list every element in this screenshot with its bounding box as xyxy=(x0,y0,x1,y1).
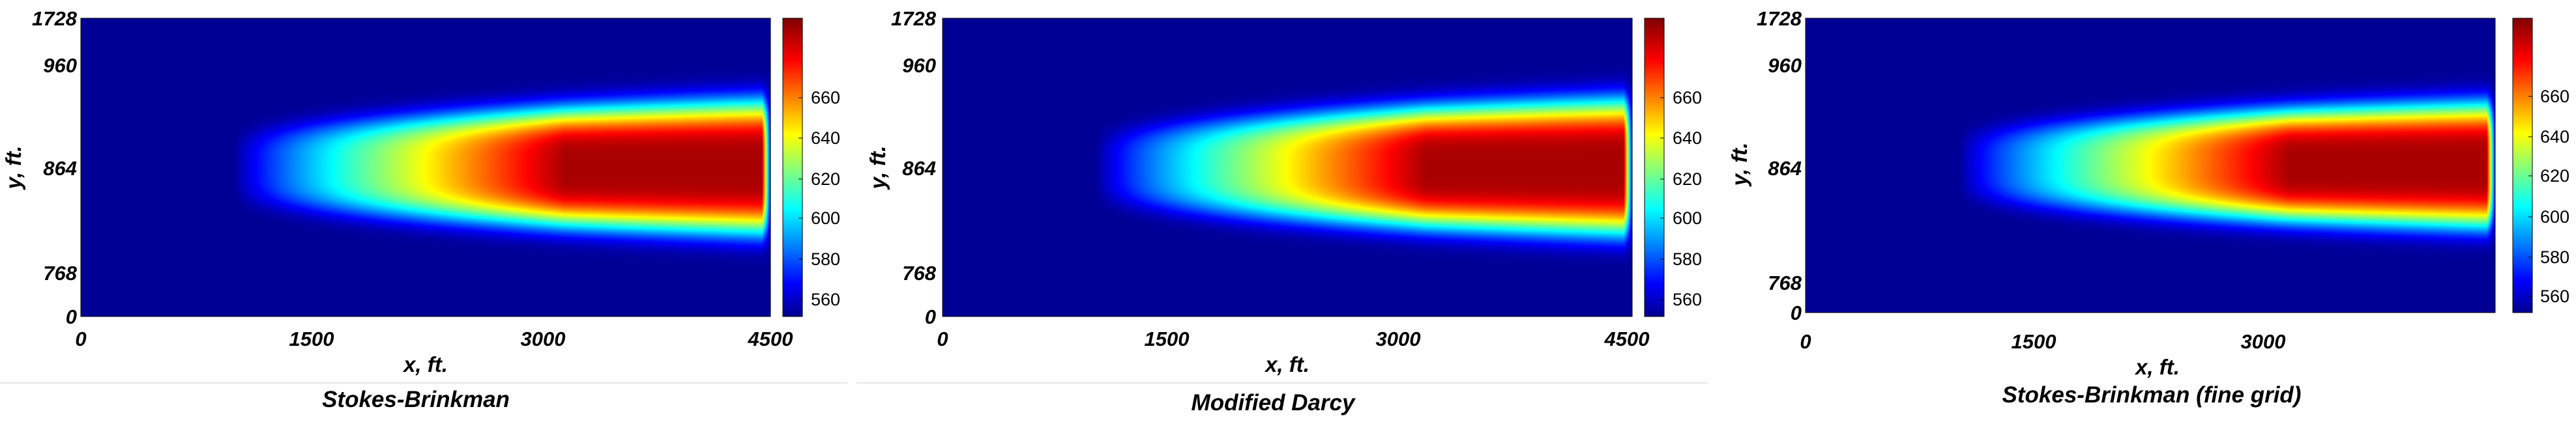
x-tick-label: 1500 xyxy=(2012,330,2056,353)
colorbar-ticks: 560 580 600 620 640 660 xyxy=(1660,88,1702,309)
y-tick-label: 0 xyxy=(66,305,77,328)
colorbar-tick-label: 620 xyxy=(2540,166,2569,186)
colorbar-tick-label: 580 xyxy=(2540,247,2569,267)
x-tick-label: 3000 xyxy=(1376,328,1421,350)
panel-stokes-brinkman-fine-grid: 560 580 600 620 640 660 1728 960 864 768 0 0 1500 3… xyxy=(1727,7,2569,408)
y-tick-label: 0 xyxy=(925,305,936,328)
colorbar-tick-label: 580 xyxy=(1673,249,1702,269)
x-tick-label: 1500 xyxy=(1145,328,1190,350)
y-tick-label: 768 xyxy=(43,262,77,285)
colorbar xyxy=(1644,18,1665,317)
x-axis-label: x, ft. xyxy=(402,352,448,376)
x-axis-label: x, ft. xyxy=(2134,355,2180,379)
x-tick-label: 3000 xyxy=(521,328,566,350)
colorbar-tick-label: 580 xyxy=(811,249,840,269)
colorbar-tick-label: 640 xyxy=(2540,127,2569,147)
y-tick-label: 1728 xyxy=(891,7,937,30)
x-tick-label: 0 xyxy=(1800,330,1811,353)
colorbar-tick-label: 620 xyxy=(811,169,840,189)
colorbar xyxy=(2512,18,2533,313)
panel-caption: Modified Darcy xyxy=(1192,390,1356,415)
y-ticks: 1728 960 864 768 0 xyxy=(891,7,937,328)
colorbar-tick-label: 620 xyxy=(1673,169,1702,189)
panel-caption: Stokes-Brinkman (fine grid) xyxy=(2002,382,2302,408)
y-tick-label: 960 xyxy=(1768,54,1802,77)
x-ticks: 0 1500 3000 4500 xyxy=(75,328,793,350)
heatmap-image xyxy=(1806,18,2495,313)
x-tick-label: 1500 xyxy=(289,328,334,350)
plot-frame xyxy=(1805,18,2496,313)
y-tick-label: 1728 xyxy=(1757,7,1802,30)
heatmap-plot-area xyxy=(80,18,771,317)
y-ticks: 1728 960 864 768 0 xyxy=(32,7,78,328)
colorbar-tick-label: 600 xyxy=(2540,207,2569,227)
colorbar-tick-label: 560 xyxy=(1673,290,1702,309)
heatmap-plot-area xyxy=(942,18,1633,317)
panel-caption: Stokes-Brinkman xyxy=(322,387,510,412)
heatmap-image xyxy=(943,18,1632,316)
y-tick-label: 864 xyxy=(1768,157,1802,180)
y-tick-label: 960 xyxy=(43,54,77,77)
y-axis-label: y, ft. xyxy=(1,146,25,191)
x-ticks: 0 1500 3000 xyxy=(1800,330,2285,353)
colorbar-ticks: 560 580 600 620 640 660 xyxy=(2528,87,2569,306)
y-tick-label: 0 xyxy=(1791,302,1802,324)
heatmap-image xyxy=(81,18,770,316)
colorbar-tick-label: 660 xyxy=(1673,88,1702,107)
y-tick-label: 864 xyxy=(43,157,77,180)
colorbar-tick-label: 640 xyxy=(1673,128,1702,148)
x-tick-label: 0 xyxy=(937,328,948,350)
x-ticks: 0 1500 3000 4500 xyxy=(937,328,1649,350)
x-tick-label: 4500 xyxy=(748,328,793,350)
x-tick-label: 0 xyxy=(75,328,86,350)
colorbar-tick-label: 600 xyxy=(1673,208,1702,228)
colorbar-tick-label: 600 xyxy=(811,208,840,228)
y-ticks: 1728 960 864 768 0 xyxy=(1757,7,1802,324)
y-tick-label: 768 xyxy=(1768,272,1802,294)
x-axis-label: x, ft. xyxy=(1264,352,1310,376)
panel-modified-darcy: 560 580 600 620 640 660 1728 960 864 768 0 0 1500 3… xyxy=(856,7,1708,415)
y-tick-label: 960 xyxy=(902,54,936,77)
colorbar-tick-label: 560 xyxy=(2540,287,2569,306)
colorbar-tick-label: 640 xyxy=(811,128,840,148)
heatmap-plot-area xyxy=(1805,18,2496,313)
colorbar-tick-label: 560 xyxy=(811,290,840,309)
y-tick-label: 1728 xyxy=(32,7,78,30)
colorbar-tick-label: 660 xyxy=(2540,87,2569,106)
colorbar xyxy=(782,18,803,317)
plot-frame xyxy=(80,18,771,317)
colorbar-tick-label: 660 xyxy=(811,88,840,107)
y-axis-label: y, ft. xyxy=(1727,143,1751,188)
y-tick-label: 768 xyxy=(902,262,936,285)
plot-frame xyxy=(942,18,1633,317)
y-axis-label: y, ft. xyxy=(866,146,890,191)
x-tick-label: 4500 xyxy=(1604,328,1650,350)
y-tick-label: 864 xyxy=(902,157,936,180)
x-tick-label: 3000 xyxy=(2241,330,2286,353)
colorbar-ticks: 560 580 600 620 640 660 xyxy=(798,88,840,309)
panel-stokes-brinkman: 560 580 600 620 640 660 1728 960 864 768 0 0 1500 3… xyxy=(0,7,847,412)
